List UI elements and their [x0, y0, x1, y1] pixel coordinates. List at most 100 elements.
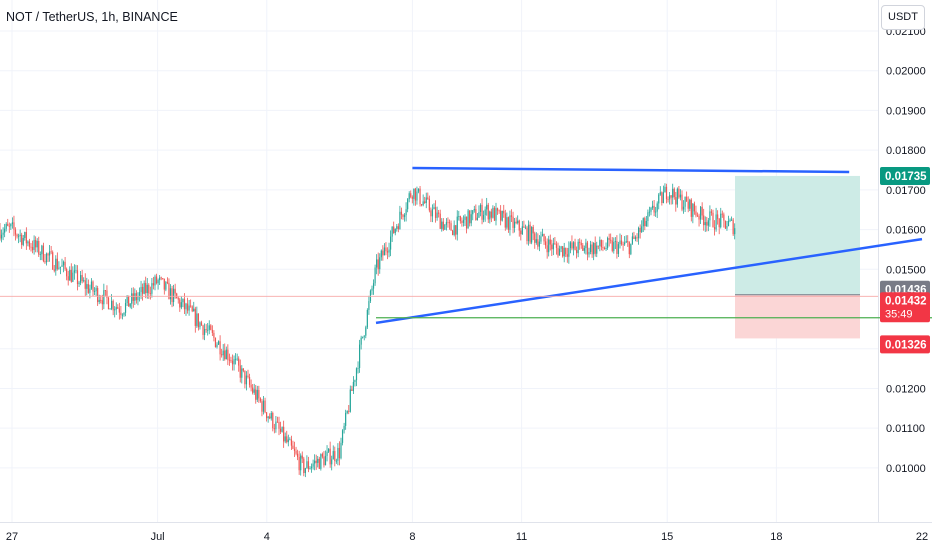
- candle-body: [118, 308, 120, 313]
- candle-body: [687, 201, 689, 209]
- candle-body: [400, 211, 403, 215]
- candle-body: [436, 212, 438, 218]
- candle-body: [4, 228, 6, 233]
- candle-body: [269, 416, 271, 419]
- candle-body: [309, 468, 311, 470]
- candle-body: [250, 384, 252, 388]
- resistance-trendline[interactable]: [412, 166, 850, 174]
- y-tick-label: 0.02000: [886, 66, 926, 78]
- candle-body: [597, 245, 599, 247]
- drawings-layer[interactable]: [0, 166, 932, 325]
- candle-body: [80, 275, 82, 283]
- candle-body: [134, 293, 136, 301]
- candle-body: [416, 191, 418, 201]
- candle-body: [208, 325, 210, 330]
- candle-body: [703, 215, 705, 226]
- candle-body: [529, 224, 531, 243]
- candle-body: [329, 448, 331, 465]
- candle-body: [517, 220, 519, 223]
- long-position-tool[interactable]: [735, 175, 860, 339]
- candle-body: [124, 303, 127, 313]
- candle-body: [323, 456, 325, 466]
- candle-body: [132, 293, 134, 301]
- candle-body: [235, 358, 237, 360]
- candle-body: [585, 242, 587, 249]
- candle-body: [128, 295, 130, 307]
- candle-body: [227, 349, 229, 360]
- candle-body: [242, 368, 244, 371]
- candle-body: [276, 421, 279, 423]
- candle-body: [204, 329, 206, 335]
- candle-body: [284, 436, 286, 442]
- candle-body: [574, 242, 576, 251]
- candle-body: [354, 380, 356, 382]
- candle-body: [408, 193, 410, 200]
- candle-body: [523, 226, 525, 228]
- candle-body: [545, 241, 547, 246]
- candle-body: [174, 288, 176, 294]
- candle-body: [509, 215, 511, 230]
- candle-body: [486, 204, 488, 210]
- candle-body: [396, 226, 398, 229]
- candle-body: [98, 299, 100, 303]
- candle-body: [464, 216, 466, 220]
- candle-body: [659, 192, 661, 195]
- candle-body: [297, 453, 299, 458]
- candle-body: [560, 246, 562, 249]
- candle-body: [441, 221, 443, 229]
- candle-body: [28, 241, 31, 247]
- candle-body: [348, 410, 350, 412]
- candle-body: [154, 276, 156, 286]
- candle-body: [362, 336, 364, 338]
- candle-body: [238, 358, 240, 366]
- candle-body: [710, 211, 713, 213]
- candle-body: [176, 293, 178, 299]
- candle-body: [665, 186, 668, 200]
- candle-body: [346, 410, 348, 413]
- candle-body: [541, 234, 544, 237]
- candlestick-series: [0, 183, 736, 478]
- candle-body: [535, 239, 537, 243]
- x-tick-label: Jul: [151, 531, 165, 543]
- candle-body: [10, 224, 12, 227]
- candle-body: [501, 210, 503, 221]
- candle-body: [576, 250, 578, 254]
- candle-body: [453, 225, 455, 235]
- candle-body: [729, 219, 731, 221]
- candle-body: [630, 243, 632, 255]
- candle-body: [186, 303, 189, 311]
- candle-body: [664, 186, 666, 193]
- rising-trendline[interactable]: [375, 237, 923, 325]
- candle-body: [11, 222, 13, 225]
- candle-body: [390, 236, 392, 250]
- candle-body: [162, 277, 164, 279]
- candle-body: [405, 209, 407, 216]
- time-axis[interactable]: 27Jul48111518222529: [6, 531, 932, 543]
- candle-body: [479, 204, 482, 212]
- candle-body: [470, 214, 472, 224]
- candle-body: [199, 322, 201, 328]
- candle-body: [103, 290, 105, 305]
- target-price-badge: 0.01735: [880, 166, 930, 185]
- candle-body: [571, 242, 573, 249]
- candle-body: [603, 247, 606, 249]
- candle-body: [173, 288, 175, 303]
- candle-body: [338, 447, 341, 459]
- candle-body: [558, 248, 561, 256]
- currency-button[interactable]: USDT: [881, 5, 925, 30]
- candle-body: [345, 412, 347, 426]
- candle-body: [684, 196, 686, 207]
- candle-body: [645, 221, 647, 227]
- candle-body: [42, 245, 44, 262]
- target-price-badge-text: 0.01735: [885, 171, 927, 183]
- candle-body: [577, 241, 579, 254]
- candle-body: [19, 234, 21, 236]
- candle-body: [145, 282, 147, 294]
- candle-body: [109, 308, 111, 310]
- candle-body: [548, 239, 550, 253]
- candle-body: [512, 216, 514, 228]
- candle-body: [303, 458, 305, 474]
- candle-body: [438, 212, 440, 214]
